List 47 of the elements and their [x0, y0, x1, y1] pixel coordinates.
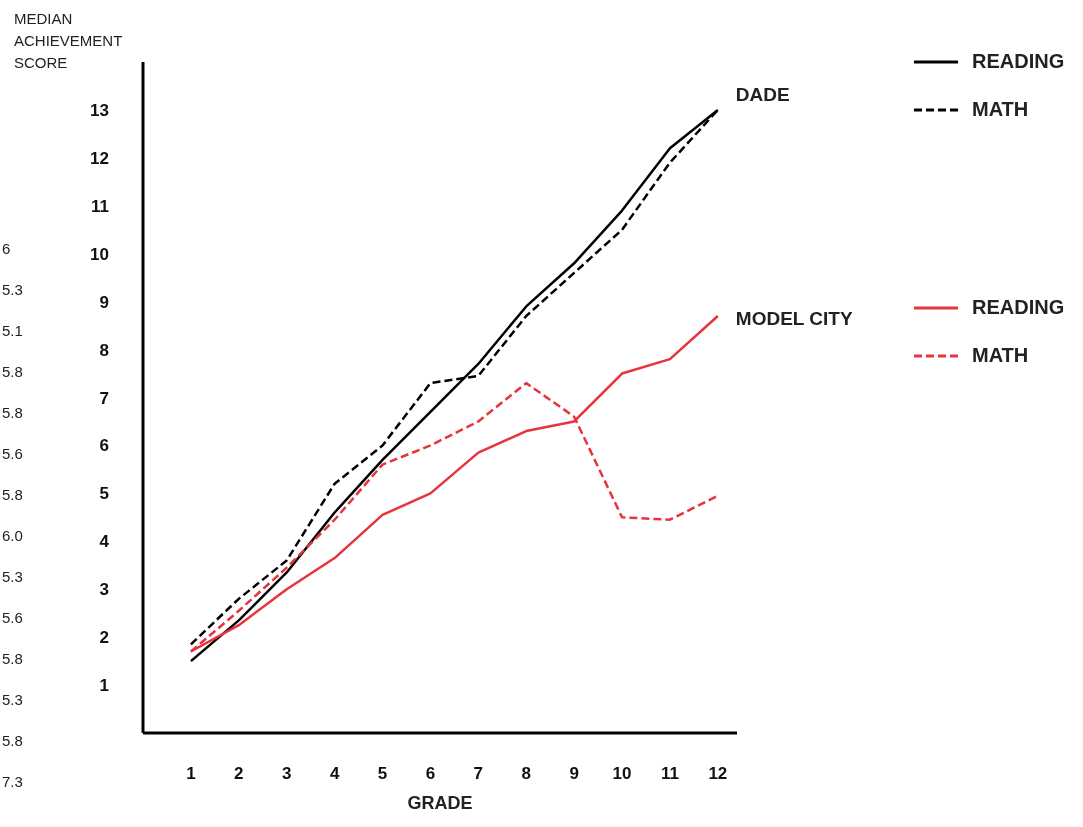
legend-label: READING — [972, 296, 1065, 319]
x-tick-label: 9 — [569, 764, 579, 784]
legend-label: READING — [972, 50, 1065, 73]
x-tick-label: 4 — [329, 764, 340, 784]
x-axis-title: GRADE — [406, 793, 474, 814]
y-tick-label: 5 — [99, 484, 109, 504]
legend-label: MATH — [972, 98, 1029, 121]
legend-label: MATH — [972, 344, 1029, 367]
text: 5.8 — [2, 732, 23, 749]
y-tick-label: 12 — [90, 148, 109, 168]
x-tick-label: 8 — [521, 764, 531, 784]
y-tick-label: 4 — [99, 532, 110, 552]
x-tick-label: 7 — [473, 764, 484, 784]
x-tick-label: 3 — [281, 764, 292, 784]
text: 6.0 — [2, 527, 23, 544]
annotation: MODEL CITY — [735, 308, 853, 331]
text: 5.8 — [2, 650, 23, 667]
text: 5.3 — [2, 281, 23, 298]
y-tick-label: 6 — [99, 436, 109, 456]
y-tick-label: 8 — [99, 340, 109, 360]
text: 5.8 — [2, 486, 23, 503]
x-tick-label: 11 — [660, 764, 679, 784]
x-tick-label: 12 — [708, 764, 728, 784]
x-tick-label: 10 — [612, 764, 632, 784]
y-tick-label: 1 — [99, 676, 109, 696]
text: 5.6 — [2, 445, 23, 462]
y-tick-label: 7 — [99, 388, 109, 408]
y-tick-label: 2 — [99, 628, 109, 648]
text: 5.3 — [2, 691, 23, 708]
text: 5.8 — [2, 363, 23, 380]
text: 6 — [2, 240, 11, 257]
x-tick-label: 1 — [186, 764, 196, 784]
x-tick-label: 2 — [234, 764, 244, 784]
text: 5.3 — [2, 568, 23, 585]
x-tick-label: 5 — [377, 764, 388, 784]
y-tick-label: 9 — [99, 292, 109, 312]
y-tick-label: 3 — [99, 580, 109, 600]
y-tick-label: 13 — [90, 100, 109, 120]
x-tick-label: 6 — [425, 764, 436, 784]
annotation: DADE — [735, 83, 790, 106]
y-axis-title: MEDIAN ACHIEVEMENT SCORE — [14, 9, 124, 73]
y-tick-label: 10 — [90, 244, 109, 264]
text: 7.3 — [2, 773, 23, 790]
text: 5.6 — [2, 609, 23, 626]
y-tick-label: 11 — [91, 196, 109, 216]
text: 5.1 — [2, 322, 23, 339]
text: 5.8 — [2, 404, 23, 421]
